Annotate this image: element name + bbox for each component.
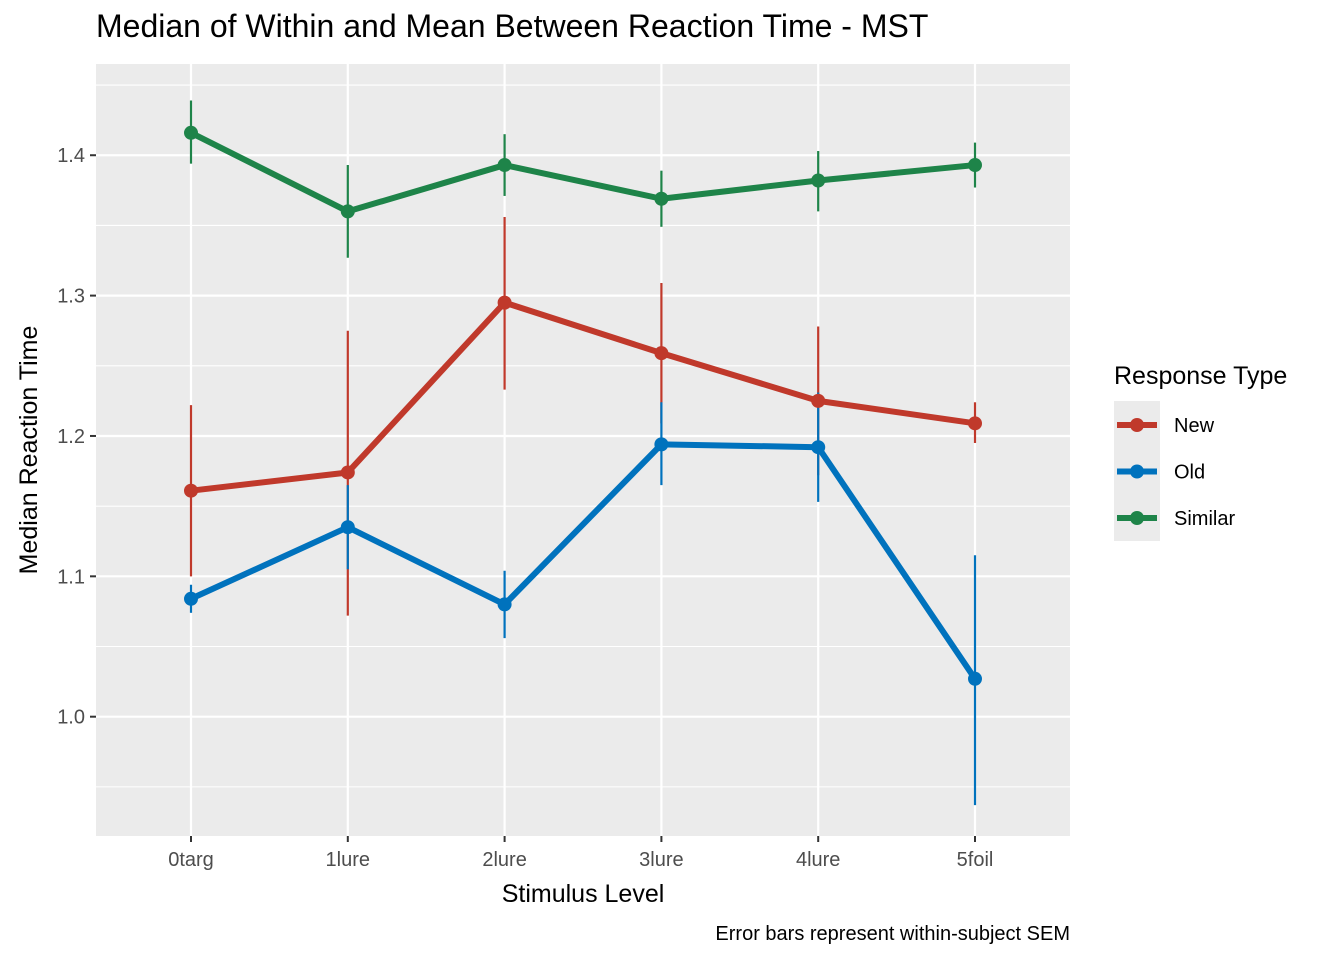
plot-panel (96, 64, 1070, 836)
data-point-old (654, 437, 669, 452)
data-point-new (654, 346, 669, 361)
y-tick-label: 1.2 (57, 426, 85, 448)
data-point-new (184, 483, 198, 498)
chart-caption: Error bars represent within-subject SEM (715, 923, 1070, 945)
data-point-new (968, 416, 982, 431)
legend-key-point-similar (1130, 511, 1144, 525)
data-point-similar (811, 173, 826, 188)
minor-gridlines (96, 84, 1070, 788)
legend-key-point-new (1130, 418, 1144, 432)
x-axis-ticks: 0targ 1lure 2lure 3lure 4lure 5foil (168, 836, 993, 871)
y-tick-label: 1.3 (57, 286, 85, 308)
legend-label-old: Old (1174, 462, 1205, 484)
data-point-old (811, 440, 826, 455)
legend-key-point-old (1130, 464, 1144, 479)
x-tick-label: 5foil (957, 849, 994, 871)
data-point-similar (497, 158, 512, 173)
chart-title: Median of Within and Mean Between Reacti… (96, 8, 929, 44)
series-points (184, 125, 982, 686)
y-axis-title: Median Reaction Time (15, 326, 43, 575)
series-line-similar (189, 130, 976, 215)
x-tick-label: 3lure (639, 849, 683, 871)
data-point-old (968, 671, 982, 686)
legend-label-similar: Similar (1174, 508, 1235, 530)
data-point-similar (340, 204, 355, 219)
data-point-new (340, 465, 355, 480)
legend-title: Response Type (1114, 362, 1287, 390)
x-tick-label: 2lure (482, 849, 526, 871)
y-tick-label: 1.1 (57, 566, 85, 588)
series-lines (189, 130, 978, 681)
data-point-new (497, 295, 512, 310)
y-tick-label: 1.4 (57, 145, 85, 167)
x-tick-label: 0targ (168, 849, 214, 871)
y-axis-ticks: 1.0 1.1 1.2 1.3 1.4 (57, 145, 96, 729)
data-point-new (811, 393, 826, 408)
x-tick-label: 1lure (326, 849, 370, 871)
x-tick-label: 4lure (796, 849, 840, 871)
legend-label-new: New (1174, 415, 1215, 437)
x-axis-title: Stimulus Level (502, 880, 665, 908)
data-point-similar (184, 125, 198, 140)
legend: Response Type New Old Similar (1114, 362, 1287, 541)
data-point-old (497, 597, 512, 612)
series-line-new (190, 299, 976, 494)
data-point-old (340, 520, 355, 535)
series-line-old (189, 441, 978, 681)
data-point-old (184, 591, 198, 606)
y-tick-label: 1.0 (57, 707, 85, 729)
data-point-similar (968, 158, 982, 173)
data-point-similar (654, 191, 669, 206)
